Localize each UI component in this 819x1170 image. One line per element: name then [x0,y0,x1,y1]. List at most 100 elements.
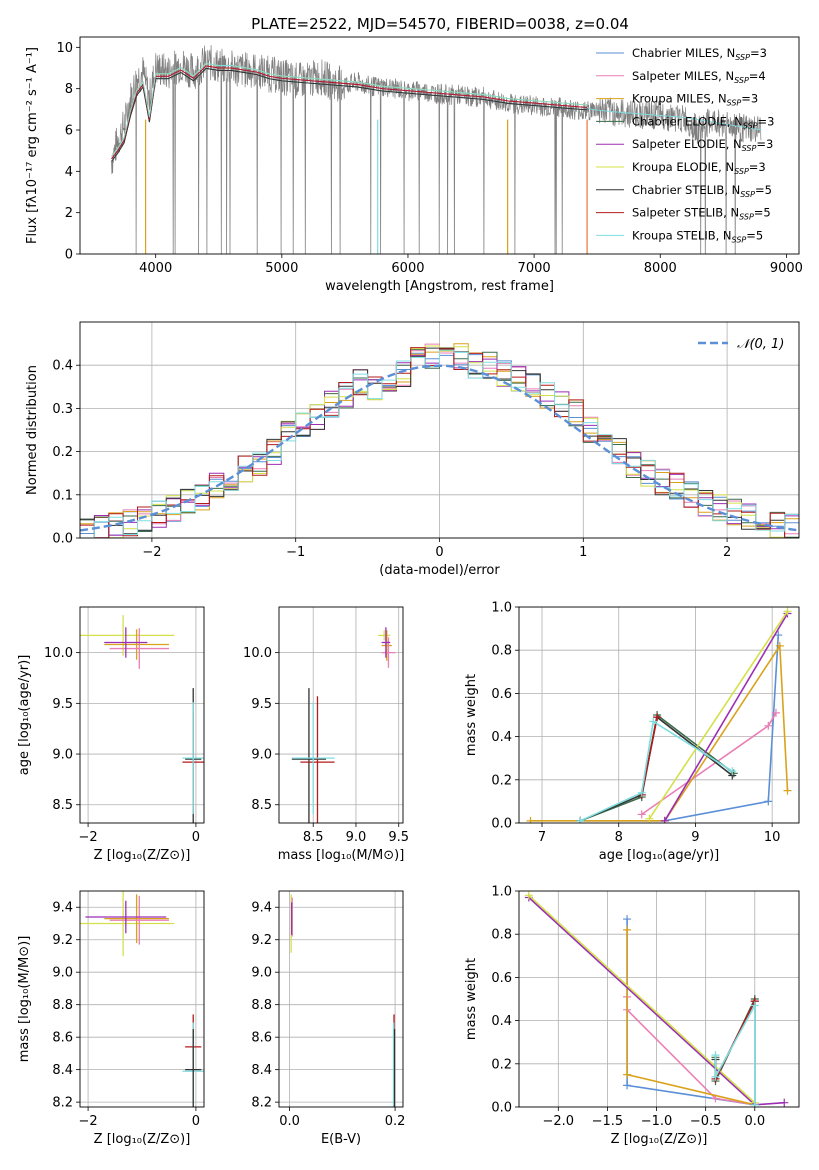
legend-entry: Kroupa MILES, NSSP=3 [632,92,758,108]
weight_vs_z-ytick-label: 0.0 [491,1101,512,1116]
weight_vs_age-ytick-label: 0.0 [491,817,512,832]
weight-marker [526,816,535,823]
age_vs_mass-plot [279,607,403,823]
legend-suffix: =5 [754,206,771,220]
mass_vs_ebv-xtick-label: 0.0 [279,1114,300,1129]
weight_vs_z-xtick-label: −1.5 [592,1114,624,1129]
weight-marker [660,816,669,823]
weight_vs_z-plot [519,891,799,1107]
legend-entry: Salpeter MILES, NSSP=4 [632,69,766,85]
legend-subscript: SSP [735,53,750,62]
residuals-frame [79,321,800,539]
age_vs_mass-xlabel: mass [log₁₀(M/M⊙)] [278,848,405,863]
legend-entry: Kroupa ELODIE, NSSP=3 [632,160,766,176]
mass_vs_z-ytick-label: 8.2 [52,1096,73,1111]
weight_vs_age-frame [518,606,800,824]
spectrum-xtick-label: 9000 [770,261,803,276]
age_vs_z-panel: −2 0 8.5 9.0 9.5 10.0 Z [log₁₀(Z/Z⊙)] age [log₁… [17,606,205,863]
mass_vs_z-ytick-label: 9.2 [52,933,73,948]
legend-subscript: SSP [740,190,755,199]
weight_vs_age-panel: 7 8 9 10 0.0 0.2 0.4 0.6 0.8 1.0 age [log₁₀(age/yr… [464,601,800,863]
residuals-xtick-label: 1 [579,545,587,560]
mass_vs_ebv-ytick-label: 9.4 [251,901,272,916]
legend-text: Kroupa STELIB, N [632,228,732,242]
spectrum-xtick-label: 8000 [644,261,677,276]
age_vs_z-ylabel: age [log₁₀(age/yr)] [17,655,32,776]
spectrum-panel: 4000 5000 6000 7000 8000 9000 0 2 4 6 8 10 wavelengt… [25,36,803,294]
weight_vs_z-ytick-label: 0.6 [491,971,512,986]
spectrum-xtick-label: 7000 [518,261,551,276]
spectrum-frame [79,36,800,255]
weight_vs_age-ytick-label: 0.2 [491,773,512,788]
spectrum-ytick-label: 6 [65,124,73,139]
weight_vs_age-ytick-label: 1.0 [491,601,512,616]
weight-marker [711,1051,720,1060]
legend-text: Chabrier MILES, N [632,46,735,60]
residuals-ytick-label: 0.0 [52,532,73,547]
weight_vs_z-frame [518,890,800,1108]
weight_vs_age-ytick-label: 0.4 [491,730,512,745]
weight_vs_z-xtick-label: −0.5 [690,1114,722,1129]
legend-entry: Salpeter ELODIE, NSSP=3 [632,137,773,153]
legend-text: Kroupa ELODIE, N [632,160,734,174]
gaussian-legend-label: 𝒩(0, 1) [737,337,784,352]
age_vs_z-bg [80,607,204,823]
legend-suffix: =5 [755,183,772,197]
weight_vs_z-ylabel: mass weight [464,958,479,1040]
residuals-plot [80,322,799,538]
weight-marker [623,925,632,934]
mass_vs_z-ytick-label: 8.4 [52,1063,73,1078]
legend-text: Kroupa MILES, N [632,92,727,106]
mass_vs_ebv-ytick-label: 8.4 [251,1063,272,1078]
weight-line [640,717,658,796]
legend-suffix: =3 [741,92,758,106]
spectrum-xtick-label: 5000 [265,261,298,276]
weight-marker [780,1098,789,1107]
mass_vs_ebv-plot [279,891,403,1107]
age_vs_z-frame [79,606,205,824]
residuals-ylabel: Normed distribution [25,365,40,495]
model-spectrum-line [111,63,588,157]
weight-marker [775,641,784,650]
legend-entry: Chabrier MILES, NSSP=3 [632,46,767,62]
mass_vs_ebv-ytick-label: 8.6 [251,1031,272,1046]
spectrum-ytick-label: 4 [65,165,73,180]
legend-text: Salpeter MILES, N [632,69,734,83]
weight_vs_z-panel: −2.0 −1.5 −1.0 −0.5 0.0 0.0 0.2 0.4 0.6 0.8 1.0 Z [… [464,885,800,1147]
spectrum-xtick-label: 4000 [139,261,172,276]
residuals-xtick-label: 0 [435,545,443,560]
weight-marker [771,708,780,717]
residuals-ytick-label: 0.4 [52,359,73,374]
mass_vs_z-xtick-label: −2 [79,1114,98,1129]
weight-marker [711,1072,720,1081]
age_vs_z-xlabel: Z [log₁₀(Z/Z⊙)] [94,848,191,863]
age_vs_z-plot [80,607,204,823]
spectrum-ylabel: Flux [fλ10⁻¹⁷ erg cm⁻² s⁻¹ A⁻¹] [25,47,40,244]
weight-marker [623,1081,632,1090]
legend-subscript: SSP [734,76,749,85]
weight-marker [783,607,792,616]
legend-subscript: SSP [727,99,742,108]
residuals-xtick-label: 2 [723,545,731,560]
weight-marker [764,797,773,806]
weight-marker [728,767,737,776]
weight-marker [783,786,792,795]
weight_vs_z-xtick-label: −1.0 [641,1114,673,1129]
model-spectrum-tail [586,106,762,131]
weight_vs_z-xtick-label: −2.0 [543,1114,575,1129]
mass_vs_z-ytick-label: 8.8 [52,998,73,1013]
weight-marker [653,713,662,722]
weight_vs_age-ylabel: mass weight [464,674,479,756]
weight-line [664,613,789,822]
residuals-xtick-label: −2 [142,545,161,560]
weight-line [714,1005,756,1105]
mass_vs_ebv-ytick-label: 9.0 [251,966,272,981]
weight-marker [637,810,646,819]
mass_vs_ebv-xtick-label: 0.2 [385,1114,406,1129]
age_vs_z-ytick-label: 10.0 [44,646,73,661]
weight-line [580,720,733,822]
weight-marker [637,788,646,797]
age_vs_mass-ytick-label: 9.0 [251,748,272,763]
legend-entry: Kroupa STELIB, NSSP=5 [632,228,763,244]
age_vs_mass-frame [278,606,404,824]
